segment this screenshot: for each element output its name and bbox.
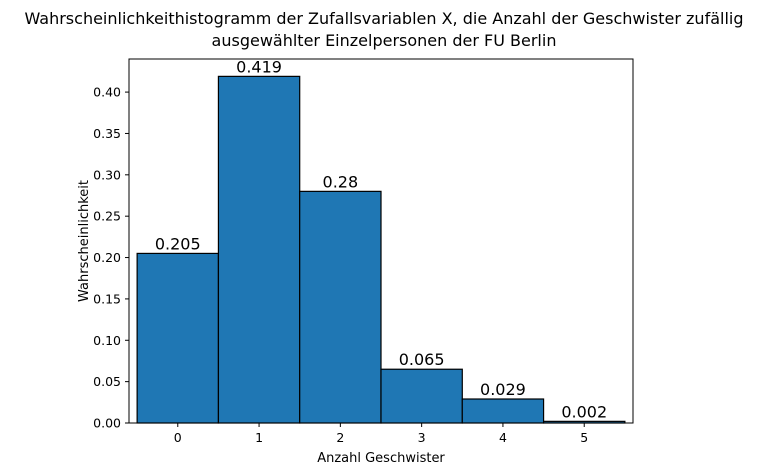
chart-title: Wahrscheinlichkeithistogramm der Zufalls…	[24, 9, 743, 50]
y-tick-label-0.10: 0.10	[93, 333, 121, 348]
bar-4	[461, 398, 545, 424]
y-tick-label-0.00: 0.00	[93, 416, 121, 431]
y-tick-label-0.05: 0.05	[93, 374, 121, 389]
bar-value-labels: 0.205 0.419 0.28 0.065 0.029 0.002	[155, 57, 607, 421]
bar-2	[299, 190, 382, 424]
y-tick-label-0.15: 0.15	[93, 291, 121, 306]
chart-title-line-2: ausgewählter Einzelpersonen der FU Berli…	[212, 31, 557, 50]
y-tick-label-0.20: 0.20	[93, 250, 121, 265]
x-tick-label-5: 5	[580, 430, 588, 445]
x-tick-label-2: 2	[336, 430, 344, 445]
bar-value-label-0: 0.205	[155, 234, 201, 253]
bar-0	[136, 252, 220, 424]
x-tick-label-3: 3	[418, 430, 426, 445]
bar-1	[217, 75, 301, 424]
y-tick-label-0.40: 0.40	[93, 85, 121, 100]
y-tick-label-0.30: 0.30	[93, 167, 121, 182]
x-tick-label-0: 0	[174, 430, 182, 445]
bar-value-label-4: 0.029	[480, 380, 526, 399]
x-axis-label: Anzahl Geschwister	[317, 451, 445, 466]
bar-value-label-2: 0.28	[323, 172, 359, 191]
bar-3	[380, 368, 463, 424]
y-tick-label-0.25: 0.25	[93, 209, 121, 224]
x-tick-label-1: 1	[255, 430, 263, 445]
chart-title-line-1: Wahrscheinlichkeithistogramm der Zufalls…	[24, 9, 743, 28]
bar-value-label-3: 0.065	[399, 350, 445, 369]
y-axis-ticks: 0.00 0.05 0.10 0.15 0.20 0.25 0.30 0.35 0.40	[93, 85, 129, 431]
x-axis-ticks: 0 1 2 3 4 5	[174, 423, 588, 445]
plot-area-frame	[128, 58, 634, 424]
bars-group	[136, 75, 626, 424]
x-tick-label-4: 4	[499, 430, 507, 445]
y-tick-label-0.35: 0.35	[93, 126, 121, 141]
bar-value-label-1: 0.419	[236, 57, 282, 76]
bar-value-label-5: 0.002	[561, 402, 607, 421]
y-axis-label: Wahrscheinlichkeit	[77, 180, 92, 302]
